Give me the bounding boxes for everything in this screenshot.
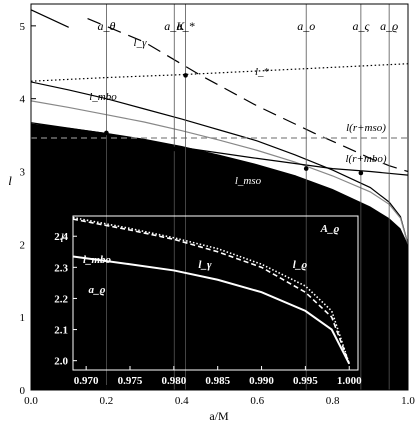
inset-x-tick-label-4: 0.990 — [249, 375, 274, 387]
inset-x-tick-label-6: 1.000 — [337, 375, 362, 387]
y-tick-label-1: 1 — [20, 312, 26, 324]
inset-x-tick-label-3: 0.985 — [205, 375, 230, 387]
y-tick-label-2: 2 — [20, 239, 26, 251]
y-tick-label-3: 3 — [20, 167, 26, 179]
inset-y-ticks: 2.0 2.1 2.2 2.3 2.4 — [54, 231, 77, 368]
inset-curve-labels: l_mbo a_ϱ l_γ l_ϱ A_ϱ — [83, 223, 339, 296]
inset-y-tick-label-3: 2.3 — [54, 262, 68, 274]
main-y-ticks: 0 1 2 3 4 5 — [20, 21, 36, 397]
series-line-3 — [31, 63, 408, 82]
x-tick-label-1: 0.2 — [100, 395, 114, 407]
inset-curve-label-4: A_ϱ — [320, 223, 340, 235]
vertical-line-label-5: a_ϱ — [380, 19, 398, 33]
x-tick-label-0: 0.0 — [24, 395, 38, 407]
inset-curve-label-2: l_γ — [198, 259, 212, 271]
inset-curve-label-3: l_ϱ — [293, 259, 308, 271]
inset-series-line-1 — [73, 218, 350, 365]
inset-x-tick-label-5: 0.995 — [293, 375, 318, 387]
series-line-4 — [87, 18, 408, 173]
inset-series-group — [73, 216, 351, 365]
inset-chart: 0.970 0.975 0.980 0.985 0.990 0.995 1.000 2.02… — [54, 215, 362, 407]
main-x-axis-label: a/M — [209, 409, 229, 423]
y-tick-label-4: 4 — [20, 94, 26, 106]
inset-y-tick-label-2: 2.2 — [54, 293, 68, 305]
x-tick-label-4: 0.8 — [326, 395, 340, 407]
curve-label-1: l_mbo — [89, 91, 117, 103]
curve-label-5: l_mso — [235, 175, 262, 187]
inset-x-tick-label-2: 0.980 — [161, 375, 186, 387]
curve-label-4: l(r+mbo) — [345, 153, 386, 165]
vertical-line-label-0: a_θ — [97, 19, 115, 33]
marked-point-3 — [303, 166, 309, 171]
y-tick-label-5: 5 — [20, 21, 26, 33]
x-tick-label-3: 0.6 — [250, 395, 264, 407]
inset-curve-label-0: l_mbo — [83, 254, 112, 266]
main-plot-area — [31, 4, 408, 390]
inset-x-axis-label: a/M — [209, 393, 230, 407]
x-tick-label-2: 0.4 — [175, 395, 189, 407]
shaded-region — [31, 123, 408, 390]
inset-series-line-2 — [73, 216, 350, 365]
marked-point-1 — [171, 146, 177, 152]
main-x-ticks: 0.0 0.2 0.4 0.6 0.8 1.0 — [24, 385, 415, 407]
vertical-line-label-4: a_ς — [352, 19, 369, 33]
marked-point-2 — [183, 73, 188, 78]
inset-x-tick-label-1: 0.975 — [118, 375, 143, 387]
vertical-line-label-2: a_* — [177, 19, 195, 33]
vertical-line-labels: a_θ a_Ka_* a_o a_ς a_ϱ — [97, 19, 398, 33]
vertical-line-label-1: a_K — [164, 19, 185, 33]
inset-curve-label-1: a_ϱ — [88, 284, 105, 296]
inset-y-tick-label-0: 2.0 — [54, 356, 68, 368]
marked-points-group — [104, 73, 364, 176]
x-tick-label-5: 1.0 — [401, 395, 415, 407]
inset-y-axis-label: l — [60, 230, 64, 245]
inset-series-line-0 — [73, 255, 351, 365]
curve-label-3: l(r+mso) — [346, 122, 386, 134]
inset-plot-frame — [72, 215, 359, 371]
curve-label-0: l_γ — [134, 37, 148, 49]
curve-label-2: l_* — [255, 66, 270, 78]
main-plot-frame — [30, 3, 409, 391]
main-y-axis-label: l — [8, 173, 12, 188]
marked-point-0 — [104, 130, 109, 136]
curve-labels: l_γ l_mbo l_* l(r+mso) l(r+mbo) l_mso — [89, 37, 387, 187]
series-line-6 — [31, 9, 69, 28]
vertical-lines-group — [106, 4, 390, 390]
inset-y-tick-label-1: 2.1 — [54, 325, 68, 337]
marked-point-4 — [358, 170, 364, 176]
inset-plot-area — [73, 216, 351, 365]
y-tick-label-0: 0 — [20, 385, 26, 397]
inset-x-ticks: 0.970 0.975 0.980 0.985 0.990 0.995 1.000 — [74, 366, 362, 387]
inset-y-tick-label-4: 2.4 — [54, 231, 68, 243]
vertical-line-label-3: a_o — [297, 19, 315, 33]
inset-x-tick-label-0: 0.970 — [74, 375, 99, 387]
